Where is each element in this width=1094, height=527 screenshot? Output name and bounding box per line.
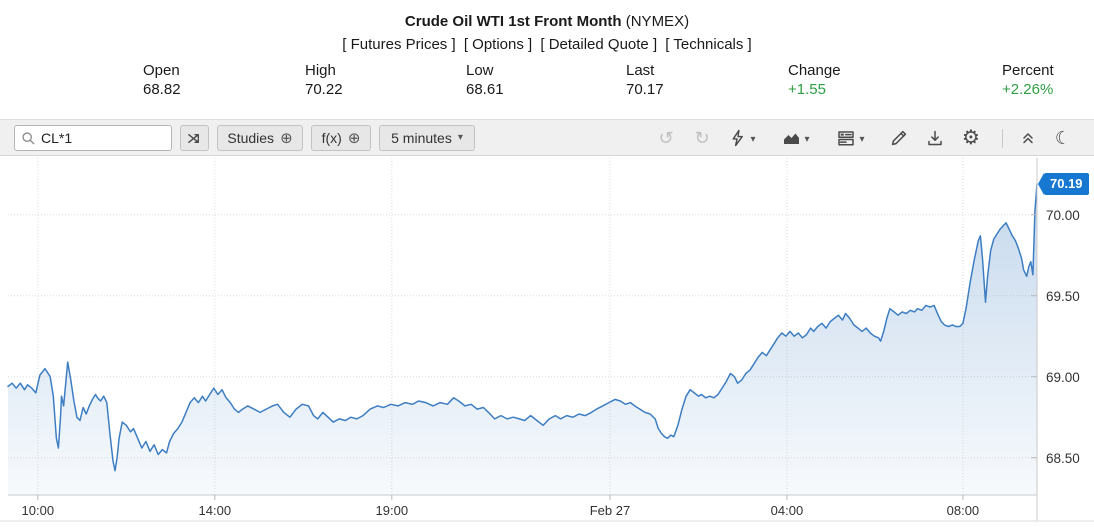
studies-label: Studies: [227, 130, 275, 146]
y-axis-tick-label: 68.50: [1046, 450, 1080, 466]
stat-low: Low 68.61: [466, 62, 504, 98]
events-icon[interactable]: [727, 128, 747, 148]
fx-button[interactable]: f(x) ⊕: [311, 125, 371, 151]
price-chart-canvas[interactable]: [0, 156, 1094, 523]
page-title: Crude Oil WTI 1st Front Month (NYMEX): [0, 0, 1094, 30]
plus-circle-icon: ⊕: [280, 129, 293, 147]
compare-button[interactable]: [180, 125, 209, 151]
symbol-search-input[interactable]: [41, 130, 161, 146]
settings-gear-icon[interactable]: ⚙: [962, 127, 980, 149]
search-icon: [22, 131, 35, 144]
symbol-search-box[interactable]: [14, 125, 172, 151]
stat-percent: Percent +2.26%: [1002, 62, 1054, 98]
x-axis-tick-label: 08:00: [946, 503, 980, 518]
layout-panels-icon[interactable]: [836, 128, 856, 148]
symbol-title: Crude Oil WTI 1st Front Month: [404, 13, 622, 30]
exchange-label: (NYMEX): [625, 13, 690, 30]
stat-open: Open 68.82: [143, 62, 181, 98]
link-technicals[interactable]: [ Technicals ]: [665, 36, 752, 53]
link-futures-prices[interactable]: [ Futures Prices ]: [342, 36, 456, 53]
plus-circle-icon: ⊕: [347, 129, 361, 147]
x-axis-tick-label: 10:00: [21, 503, 55, 518]
chart-toolbar: Studies ⊕ f(x) ⊕ 5 minutes ▾ ↺ ↻ ▾ ▾: [0, 119, 1094, 156]
events-caret-icon[interactable]: ▾: [750, 133, 756, 145]
interval-dropdown[interactable]: 5 minutes ▾: [379, 125, 475, 151]
undo-icon[interactable]: ↺: [658, 128, 674, 148]
redo-icon[interactable]: ↻: [694, 128, 710, 148]
link-options[interactable]: [ Options ]: [463, 36, 533, 53]
y-axis-tick-label: 69.00: [1046, 369, 1080, 385]
compare-icon: [188, 133, 199, 143]
fx-label: f(x): [321, 130, 342, 146]
y-axis-tick-label: 70.00: [1046, 207, 1080, 223]
last-price-badge: 70.19: [1038, 172, 1089, 195]
y-axis-tick-label: 69.50: [1046, 288, 1080, 304]
quote-stats: Open 68.82 High 70.22 Low 68.61 Last 70.…: [0, 61, 1094, 101]
chevron-down-icon: ▾: [457, 132, 463, 143]
collapse-chevrons-icon[interactable]: [1018, 128, 1038, 148]
layout-caret-icon[interactable]: ▾: [859, 133, 865, 145]
chart-type-caret-icon[interactable]: ▾: [804, 133, 810, 145]
stat-last: Last 70.17: [626, 62, 664, 98]
toolbar-divider: [1002, 129, 1003, 148]
x-axis-tick-label: 04:00: [770, 503, 804, 518]
x-axis-tick-label: Feb 27: [589, 503, 631, 518]
x-axis-tick-label: 14:00: [198, 503, 232, 518]
studies-button[interactable]: Studies ⊕: [217, 125, 303, 151]
draw-pencil-icon[interactable]: [889, 128, 909, 148]
x-axis-tick-label: 19:00: [375, 503, 409, 518]
download-icon[interactable]: [925, 128, 945, 148]
interval-label: 5 minutes: [391, 130, 452, 146]
dark-mode-moon-icon[interactable]: ☾: [1054, 128, 1072, 148]
price-chart-area[interactable]: 70.00 69.50 69.00 68.50 10:00 14:00 19:00 Feb …: [0, 156, 1094, 527]
chart-type-icon[interactable]: [781, 128, 801, 148]
link-detailed-quote[interactable]: [ Detailed Quote ]: [540, 36, 658, 53]
quote-links: [ Futures Prices ] [ Options ] [ Detaile…: [0, 36, 1094, 53]
quote-header: Crude Oil WTI 1st Front Month (NYMEX) [ …: [0, 0, 1094, 119]
stat-change: Change +1.55: [788, 62, 841, 98]
stat-high: High 70.22: [305, 62, 343, 98]
